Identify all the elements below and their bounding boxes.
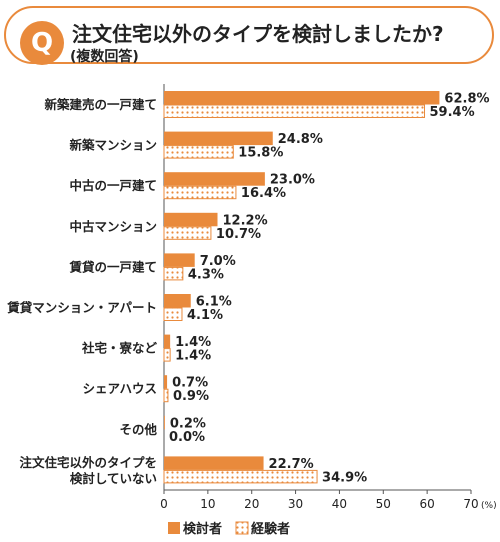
x-tick-label: 20 (244, 497, 259, 511)
bar-kentousha (164, 375, 168, 389)
bar-keikensha (163, 104, 426, 118)
category-label: シェアハウス (82, 381, 157, 396)
x-tick-label: 70 (463, 497, 478, 511)
legend-swatch-keikensha (235, 521, 249, 535)
data-label: 4.3% (188, 267, 224, 282)
bar-kentousha (164, 131, 273, 146)
bar-kentousha (164, 294, 191, 308)
category-label: 賃貸の一戸建て (68, 259, 157, 274)
bar-keikensha (163, 266, 184, 281)
bar-keikensha (163, 145, 234, 159)
category-label: 賃貸マンション・アパート (6, 300, 157, 315)
x-tick-label: 10 (200, 497, 215, 511)
category-label: その他 (119, 422, 157, 437)
x-tick-label: 30 (288, 497, 303, 511)
bar-kentousha (164, 253, 195, 267)
category-label: 検討していない (70, 471, 157, 486)
bar-kentousha (164, 212, 218, 227)
legend-swatch-kentousha (168, 522, 180, 534)
category-label: 社宅・寮など (81, 341, 158, 356)
data-label: 0.9% (173, 389, 209, 404)
chart-subtitle: (複数回答) (70, 49, 139, 65)
bar-keikensha (163, 226, 212, 240)
bar-keikensha (163, 185, 237, 200)
bar-kentousha (164, 172, 265, 186)
bar-keikensha (163, 307, 183, 321)
data-label: 6.1% (196, 295, 232, 310)
x-tick-label: 50 (376, 497, 391, 511)
x-axis-unit: (%) (481, 501, 497, 511)
data-label: 10.7% (216, 227, 261, 242)
category-label: 中古の一戸建て (69, 178, 157, 193)
data-label: 59.4% (430, 105, 475, 120)
bar-keikensha (163, 469, 318, 484)
data-label: 7.0% (200, 254, 236, 269)
legend-label: 検討者 (183, 521, 222, 537)
data-label: 1.4% (175, 335, 211, 350)
data-label: 34.9% (322, 470, 367, 485)
bar-kentousha (164, 415, 165, 430)
x-tick-label: 40 (332, 497, 347, 511)
data-label: 16.4% (241, 186, 286, 201)
data-label: 0.2% (170, 416, 206, 431)
bar-kentousha (164, 91, 440, 105)
data-label: 0.0% (169, 430, 205, 445)
data-label: 23.0% (270, 173, 315, 188)
data-label: 22.7% (269, 457, 314, 472)
data-label: 4.1% (187, 308, 223, 323)
data-label: 0.7% (172, 376, 208, 391)
chart-title: 注文住宅以外のタイプを検討しましたか? (72, 22, 444, 46)
data-label: 1.4% (175, 349, 211, 364)
data-label: 62.8% (444, 92, 489, 107)
category-label: 注文住宅以外のタイプを (19, 455, 157, 470)
data-label: 15.8% (238, 146, 283, 161)
bar-kentousha (164, 334, 171, 349)
question-badge: Q (20, 21, 64, 65)
data-label: 24.8% (278, 132, 323, 147)
bar-keikensha (163, 388, 169, 403)
category-label: 新築建売の一戸建て (44, 97, 157, 112)
bar-kentousha (164, 456, 264, 470)
legend-label: 経験者 (251, 521, 290, 537)
category-label: 新築マンション (69, 138, 157, 153)
category-label: 中古マンション (69, 219, 157, 234)
data-label: 12.2% (223, 213, 268, 228)
x-tick-label: 60 (420, 497, 435, 511)
bar-keikensha (163, 348, 171, 362)
x-tick-label: 0 (160, 497, 168, 511)
title-frame: Q 注文住宅以外のタイプを検討しましたか? (複数回答) (4, 6, 494, 65)
